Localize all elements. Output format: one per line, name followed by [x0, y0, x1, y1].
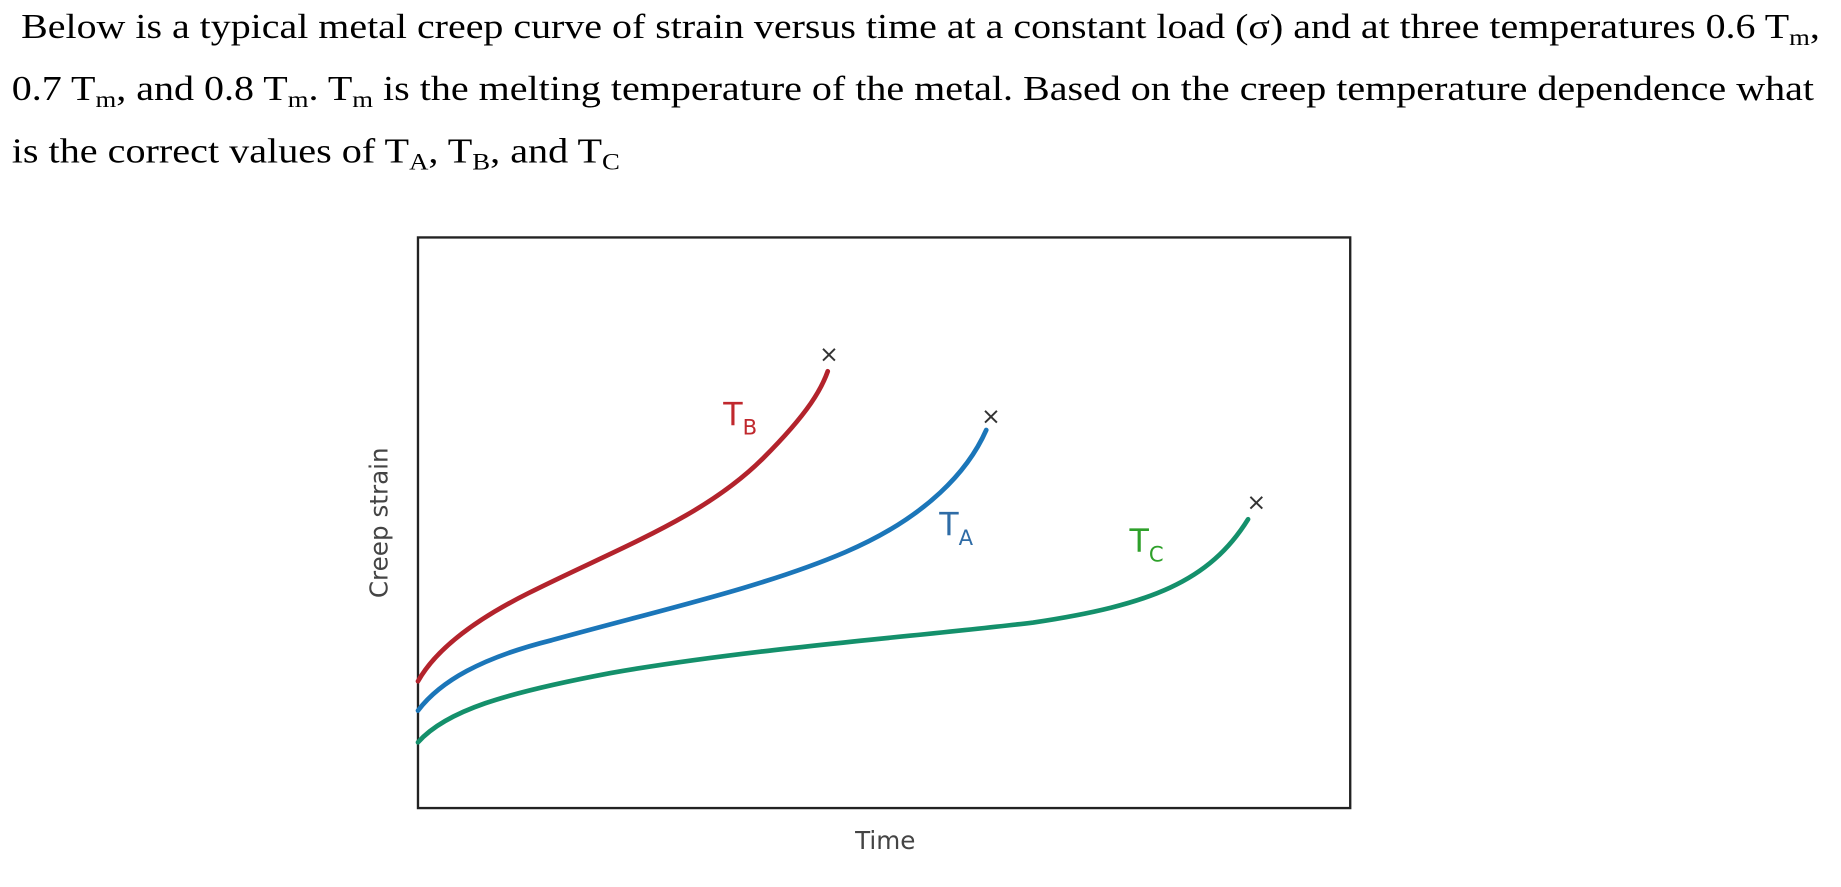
plot-frame [416, 236, 1352, 810]
curve-ta [415, 427, 989, 713]
creep-diagram: × × × TB TA TC Creep strain Time [364, 236, 1352, 855]
question-line-1: Below is a typical metal creep curve of … [21, 7, 1820, 51]
curve-tb [415, 368, 831, 684]
question-text: Below is a typical metal creep curve of … [12, 7, 1820, 175]
fracture-marker-tc: × [1246, 488, 1266, 516]
x-axis-label: Time [854, 826, 915, 855]
curve-tc [415, 516, 1251, 745]
label-tc: TC [1128, 524, 1163, 566]
fracture-marker-tb: × [819, 340, 839, 368]
label-ta: TA [938, 508, 973, 550]
fracture-marker-ta: × [981, 402, 1001, 430]
label-tb: TB [722, 397, 757, 439]
y-axis-label: Creep strain [364, 447, 393, 598]
